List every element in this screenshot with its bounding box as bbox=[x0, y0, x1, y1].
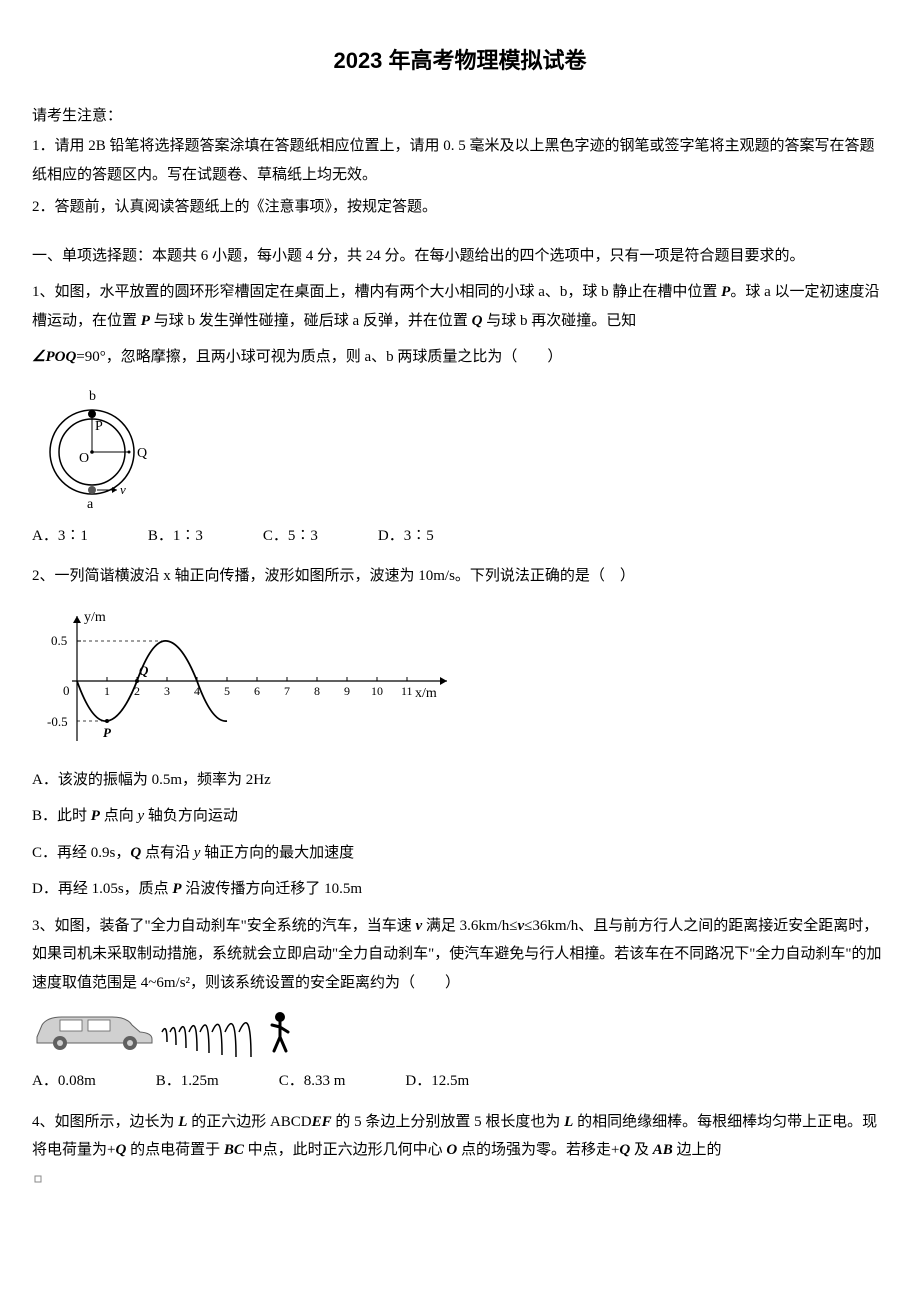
yneg: -0.5 bbox=[47, 714, 68, 729]
question-3: 3、如图，装备了"全力自动刹车"安全系统的汽车，当车速 v 满足 3.6km/h… bbox=[32, 912, 888, 998]
question-4: 4、如图所示，边长为 L 的正六边形 ABCDEF 的 5 条边上分别放置 5 … bbox=[32, 1108, 888, 1165]
ylabel: y/m bbox=[84, 610, 106, 625]
label-a: a bbox=[87, 497, 94, 512]
q1-P2: P bbox=[141, 313, 150, 329]
xticks: 1 2 3 4 5 6 7 8 9 10 11 bbox=[104, 677, 413, 698]
q1-angle: ∠POQ bbox=[32, 349, 76, 365]
q3-car-diagram bbox=[32, 1007, 312, 1057]
question-1b: ∠POQ=90°，忽略摩擦，且两小球可视为质点，则 a、b 两球质量之比为（ ） bbox=[32, 343, 888, 372]
svg-text:11: 11 bbox=[401, 684, 413, 698]
q1-text-end: ，忽略摩擦，且两小球可视为质点，则 a、b 两球质量之比为（ ） bbox=[106, 349, 563, 365]
q3-opt-C: C．8.33 m bbox=[279, 1067, 346, 1096]
svg-text:10: 10 bbox=[371, 684, 383, 698]
q1-opt-B: B．1∶3 bbox=[148, 522, 203, 551]
q2-ans-D: D．再经 1.05s，质点 P 沿波传播方向迁移了 10.5m bbox=[32, 875, 888, 904]
q1-circle-diagram: b P O Q a v bbox=[32, 382, 192, 512]
section1-header: 一、单项选择题：本题共 6 小题，每小题 4 分，共 24 分。在每小题给出的四… bbox=[32, 242, 888, 271]
q1-eq: =90° bbox=[76, 349, 105, 365]
question-1: 1、如图，水平放置的圆环形窄槽固定在桌面上，槽内有两个大小相同的小球 a、b，球… bbox=[32, 278, 888, 335]
q3-opt-A: A．0.08m bbox=[32, 1067, 96, 1096]
notice-header: 请考生注意： bbox=[32, 102, 888, 131]
q1-text-1: 1、如图，水平放置的圆环形窄槽固定在桌面上，槽内有两个大小相同的小球 a、b，球… bbox=[32, 284, 721, 300]
svg-text:7: 7 bbox=[284, 684, 290, 698]
q1-text-3: 与球 b 发生弹性碰撞，碰后球 a 反弹，并在位置 bbox=[150, 313, 472, 329]
q1-opt-D: D．3∶5 bbox=[378, 522, 434, 551]
label-Q2: Q bbox=[139, 663, 149, 678]
label-Q: Q bbox=[137, 446, 147, 461]
q2-ans-B: B．此时 P 点向 y 轴负方向运动 bbox=[32, 802, 888, 831]
label-O: O bbox=[79, 451, 89, 466]
svg-text:1: 1 bbox=[104, 684, 110, 698]
page-title: 2023 年高考物理模拟试卷 bbox=[32, 40, 888, 82]
q3-opt-B: B．1.25m bbox=[156, 1067, 219, 1096]
svg-text:6: 6 bbox=[254, 684, 260, 698]
question-2: 2、一列简谐横波沿 x 轴正向传播，波形如图所示，波速为 10m/s。下列说法正… bbox=[32, 562, 888, 591]
q1-opt-C: C．5∶3 bbox=[263, 522, 318, 551]
q3-opt-D: D．12.5m bbox=[405, 1067, 469, 1096]
svg-text:8: 8 bbox=[314, 684, 320, 698]
q1-figure: b P O Q a v bbox=[32, 382, 888, 512]
q1-opt-A: A．3∶1 bbox=[32, 522, 88, 551]
q3-figure bbox=[32, 1007, 888, 1057]
sensor-waves-icon bbox=[162, 1023, 251, 1057]
label-P: P bbox=[95, 419, 103, 434]
q2-ans-A: A．该波的振幅为 0.5m，频率为 2Hz bbox=[32, 766, 888, 795]
person-icon bbox=[272, 1012, 288, 1051]
q1-text-4: 与球 b 再次碰撞。已知 bbox=[482, 313, 636, 329]
q2-figure: y/m x/m 0 0.5 -0.5 1 2 3 4 5 6 7 8 9 10 … bbox=[32, 601, 888, 756]
q3-options: A．0.08m B．1.25m C．8.33 m D．12.5m bbox=[32, 1067, 888, 1096]
q2-wave-diagram: y/m x/m 0 0.5 -0.5 1 2 3 4 5 6 7 8 9 10 … bbox=[32, 601, 452, 756]
svg-text:5: 5 bbox=[224, 684, 230, 698]
q1-P: P bbox=[721, 284, 730, 300]
page-marker bbox=[32, 1173, 888, 1185]
label-P2: P bbox=[103, 725, 112, 740]
q2-ans-C: C．再经 0.9s，Q 点有沿 y 轴正方向的最大加速度 bbox=[32, 839, 888, 868]
xlabel: x/m bbox=[415, 686, 437, 701]
zero: 0 bbox=[63, 683, 70, 698]
notice-line-1: 1．请用 2B 铅笔将选择题答案涂填在答题纸相应位置上，请用 0. 5 毫米及以… bbox=[32, 132, 888, 189]
q1-options: A．3∶1 B．1∶3 C．5∶3 D．3∶5 bbox=[32, 522, 888, 551]
q1-Q: Q bbox=[472, 313, 483, 329]
label-b: b bbox=[89, 389, 96, 404]
ypos: 0.5 bbox=[51, 633, 67, 648]
car-icon bbox=[37, 1017, 152, 1050]
svg-text:3: 3 bbox=[164, 684, 170, 698]
notice-line-2: 2．答题前，认真阅读答题纸上的《注意事项》，按规定答题。 bbox=[32, 193, 888, 222]
label-v: v bbox=[120, 482, 126, 497]
svg-text:9: 9 bbox=[344, 684, 350, 698]
